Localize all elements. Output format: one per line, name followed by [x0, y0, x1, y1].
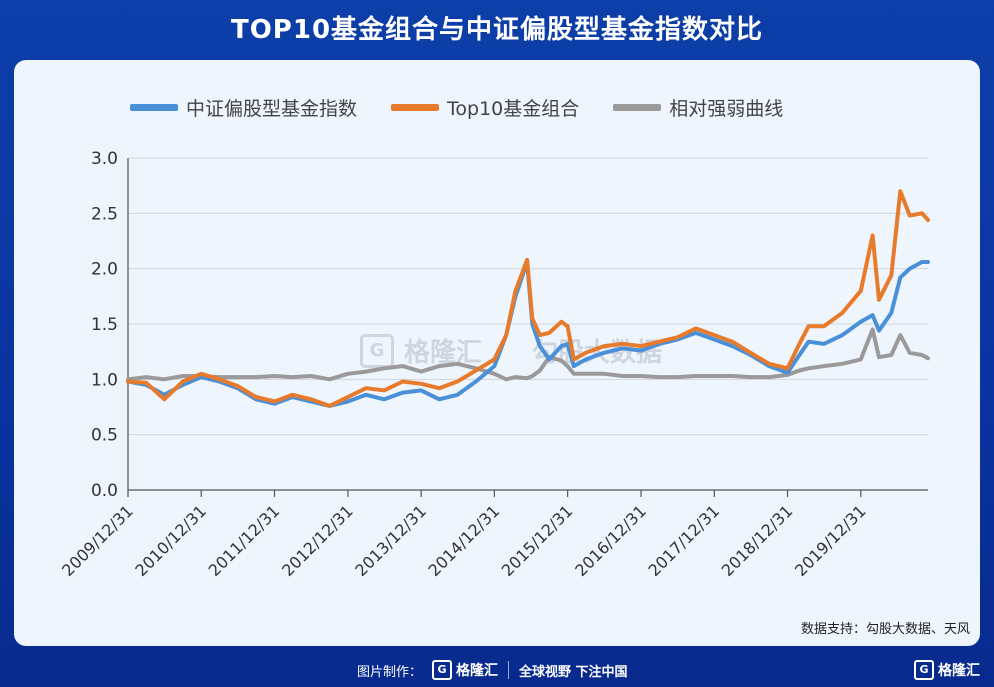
y-tick-label: 0.5 [91, 426, 118, 446]
x-tick-label: 2017/12/31 [644, 501, 723, 580]
footer-made-by: 图片制作： [357, 664, 423, 680]
series-line-index [126, 260, 930, 408]
x-tick-label: 2018/12/31 [718, 501, 797, 580]
footer: 图片制作： G 格隆汇 全球视野 下注中国 G 格隆汇 [0, 654, 994, 687]
footer-slogan: 全球视野 下注中国 [519, 664, 628, 680]
footer-right-logo-text: 格隆汇 [938, 663, 980, 679]
legend-label-index: 中证偏股型基金指数 [186, 97, 358, 120]
legend-item-index: 中证偏股型基金指数 [130, 94, 357, 121]
y-tick-label: 3.0 [91, 149, 118, 169]
x-tick-label: 2019/12/31 [791, 501, 870, 580]
legend-swatch-top10 [391, 103, 440, 111]
x-tick-label: 2016/12/31 [571, 501, 650, 580]
chart-legend: 中证偏股型基金指数 Top10基金组合 相对强弱曲线 [130, 90, 783, 124]
y-tick-label: 1.5 [91, 315, 118, 335]
x-tick-label: 2015/12/31 [498, 501, 577, 580]
legend-item-top10: Top10基金组合 [391, 94, 579, 121]
footer-credit: 图片制作： G 格隆汇 全球视野 下注中国 [357, 660, 628, 680]
logo-icon: G [432, 660, 453, 680]
series-line-relative [126, 327, 930, 382]
legend-swatch-index [130, 103, 178, 111]
x-tick-label: 2011/12/31 [205, 501, 284, 580]
y-tick-label: 0.0 [91, 481, 118, 501]
footer-divider [508, 661, 510, 679]
series-line-top10 [126, 189, 930, 408]
legend-swatch-relative [613, 103, 662, 111]
legend-label-relative: 相对强弱曲线 [669, 97, 784, 120]
x-tick-label: 2012/12/31 [278, 501, 357, 580]
x-tick-label: 2010/12/31 [131, 501, 210, 580]
footer-right-logo: G 格隆汇 [914, 660, 980, 680]
y-tick-label: 2.0 [91, 260, 118, 280]
x-tick-label: 2013/12/31 [351, 501, 430, 580]
footer-logo: G 格隆汇 [432, 660, 498, 680]
legend-item-relative: 相对强弱曲线 [613, 94, 783, 121]
chart-title: TOP10基金组合与中证偏股型基金指数对比 [230, 15, 764, 45]
y-tick-label: 1.0 [91, 370, 118, 390]
x-tick-label: 2014/12/31 [425, 501, 504, 580]
logo-icon: G [914, 660, 934, 680]
footer-logo-text: 格隆汇 [456, 663, 499, 679]
legend-label-top10: Top10基金组合 [447, 97, 580, 120]
y-tick-label: 2.5 [91, 204, 118, 224]
data-source: 数据支持：勾股大数据、天风 [800, 622, 970, 637]
x-tick-label: 2009/12/31 [58, 501, 137, 580]
